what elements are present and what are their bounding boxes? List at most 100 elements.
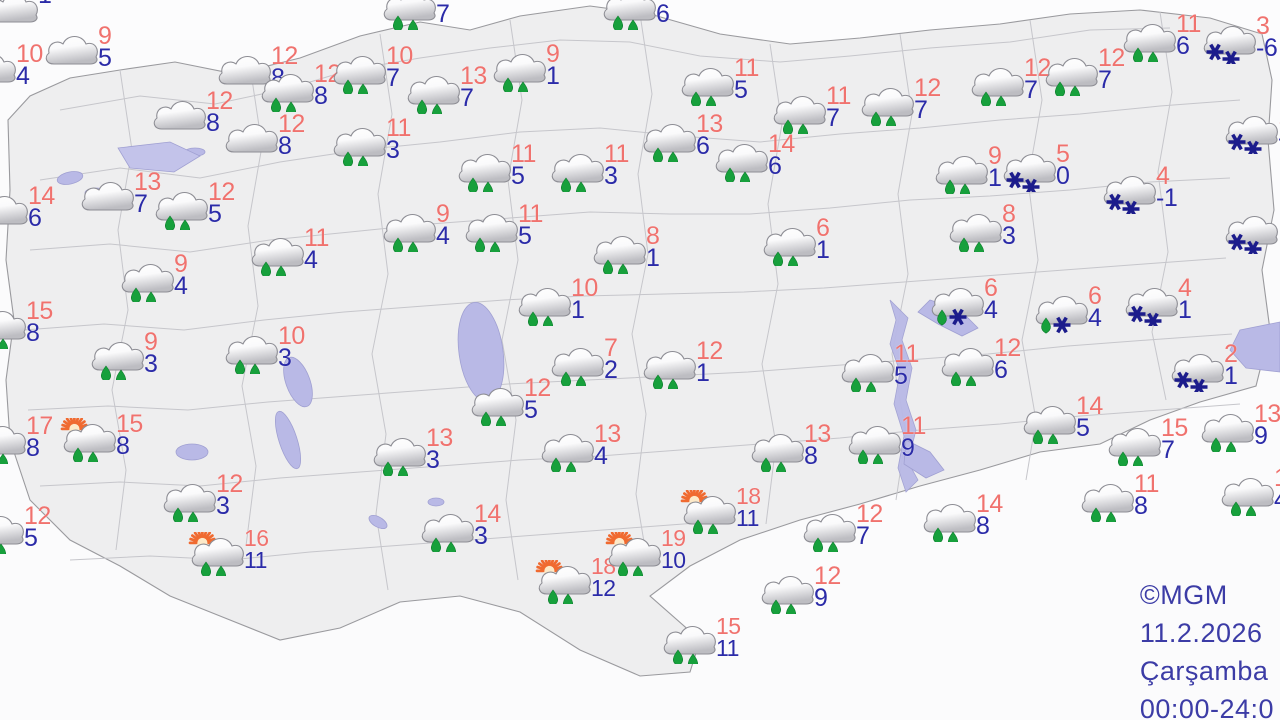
high-temperature: 12 xyxy=(278,110,305,138)
rain-icon xyxy=(712,138,770,189)
rain-icon xyxy=(330,50,388,101)
rain-icon xyxy=(462,208,520,259)
ataturk-dam xyxy=(903,439,945,479)
rain-snow-icon xyxy=(928,282,986,326)
station-temperatures: 11 5 xyxy=(894,342,940,390)
credit-mgm: ©MGM xyxy=(1139,580,1228,610)
low-temperature: 1 xyxy=(696,359,710,387)
rain-icon xyxy=(968,62,1026,113)
station-temperatures: 18 11 xyxy=(736,485,782,530)
high-temperature: 15 xyxy=(116,410,143,438)
low-temperature: 3 xyxy=(474,522,488,550)
rain-icon xyxy=(946,208,1004,259)
snow-icon xyxy=(1100,170,1158,218)
snow-icon xyxy=(1168,348,1226,396)
high-temperature: 15 xyxy=(26,297,53,325)
station-temperatures: 10 1 xyxy=(571,276,617,323)
high-temperature: 10 xyxy=(16,40,43,68)
rain-icon xyxy=(370,432,428,483)
low-temperature: 9 xyxy=(814,584,828,612)
high-temperature: 7 xyxy=(604,334,618,362)
station-temperatures: 13 7 xyxy=(460,62,506,112)
rain-icon xyxy=(0,305,28,356)
snow-icon xyxy=(1200,20,1258,68)
rain-icon xyxy=(838,348,896,399)
rain-icon xyxy=(88,336,146,387)
high-temperature: 12 xyxy=(206,87,233,115)
low-temperature: 6 xyxy=(28,204,42,232)
station-temperatures: 12 8 xyxy=(206,87,252,136)
station-temperatures: 14 6 xyxy=(28,184,74,232)
station-temperatures: 127 xyxy=(436,0,482,27)
low-temperature: -6 xyxy=(1256,34,1278,62)
rain-icon xyxy=(1020,400,1078,451)
station-temperatures: 11 7 xyxy=(826,84,872,131)
station-temperatures: 12 8 xyxy=(314,62,360,109)
station-temperatures: 13 7 xyxy=(134,170,180,218)
high-temperature: 13 xyxy=(804,420,831,448)
rain-icon xyxy=(548,148,606,199)
station-temperatures: 11 9 xyxy=(901,412,947,462)
cloudy-icon xyxy=(150,95,208,137)
station-temperatures: 15 8 xyxy=(26,297,72,347)
station-temperatures: 12 1 xyxy=(696,339,742,387)
rain-icon xyxy=(404,70,462,121)
rain-icon xyxy=(920,498,978,549)
station-temperatures: 11 5 xyxy=(734,56,780,103)
low-temperature: 9 xyxy=(901,434,915,462)
low-temperature: 7 xyxy=(1161,436,1175,464)
high-temperature: 12 xyxy=(216,470,243,498)
rain-icon xyxy=(0,420,28,471)
high-temperature: 13 xyxy=(426,424,453,452)
high-temperature: 12 xyxy=(24,502,51,530)
low-temperature: 7 xyxy=(134,190,148,218)
low-temperature: 8 xyxy=(26,319,40,347)
high-temperature: 15 xyxy=(1161,414,1188,442)
station-temperatures: 10 7 xyxy=(386,44,432,91)
low-temperature: 8 xyxy=(278,132,292,160)
high-temperature: 11 xyxy=(1134,470,1159,498)
credit-day: Çarşamba xyxy=(1139,656,1269,686)
low-temperature: 7 xyxy=(1098,66,1112,94)
sun-rain-icon xyxy=(60,415,118,469)
map-credit-block: ©MGM 11.2.2026 Çarşamba 00:00-24:0 xyxy=(1140,576,1274,720)
high-temperature: 15 xyxy=(716,613,741,639)
rain-icon xyxy=(932,150,990,201)
snow-icon xyxy=(1222,110,1280,158)
station-temperatures: 14 5 xyxy=(1076,394,1122,442)
low-temperature: 5 xyxy=(1076,414,1090,442)
sun-rain-icon xyxy=(605,529,663,583)
low-temperature: 7 xyxy=(914,96,928,124)
low-temperature: 8 xyxy=(26,434,40,462)
low-temperature: 5 xyxy=(894,362,908,390)
rain-icon xyxy=(600,0,658,37)
station-temperatures: 10 3 xyxy=(278,324,324,371)
high-temperature: 11 xyxy=(901,412,926,440)
high-temperature: 13 xyxy=(594,420,621,448)
snow-icon xyxy=(1122,282,1180,330)
low-temperature: 7 xyxy=(460,84,474,112)
lake-egirdir xyxy=(274,410,302,470)
station-temperatures: 19 10 xyxy=(661,527,707,572)
high-temperature: 12 xyxy=(524,374,551,402)
high-temperature: 4 xyxy=(1156,162,1170,190)
high-temperature: 1 xyxy=(1274,466,1280,491)
station-temperatures: 15 11 xyxy=(716,613,762,660)
rain-icon xyxy=(678,62,736,113)
station-temperatures: 11 3 xyxy=(604,142,650,189)
high-temperature: 13 xyxy=(460,62,487,90)
low-temperature: 9 xyxy=(1254,422,1268,450)
high-temperature: 12 xyxy=(436,0,482,5)
high-temperature: 11 xyxy=(304,224,329,252)
high-temperature: 14 xyxy=(768,130,795,158)
high-temperature: 14 xyxy=(976,490,1003,518)
rain-icon xyxy=(640,118,698,169)
low-temperature: 3 xyxy=(144,350,158,378)
station-temperatures: 11 5 xyxy=(518,202,564,249)
station-temperatures: 12 5 xyxy=(24,502,70,551)
sun-rain-icon xyxy=(680,487,738,541)
